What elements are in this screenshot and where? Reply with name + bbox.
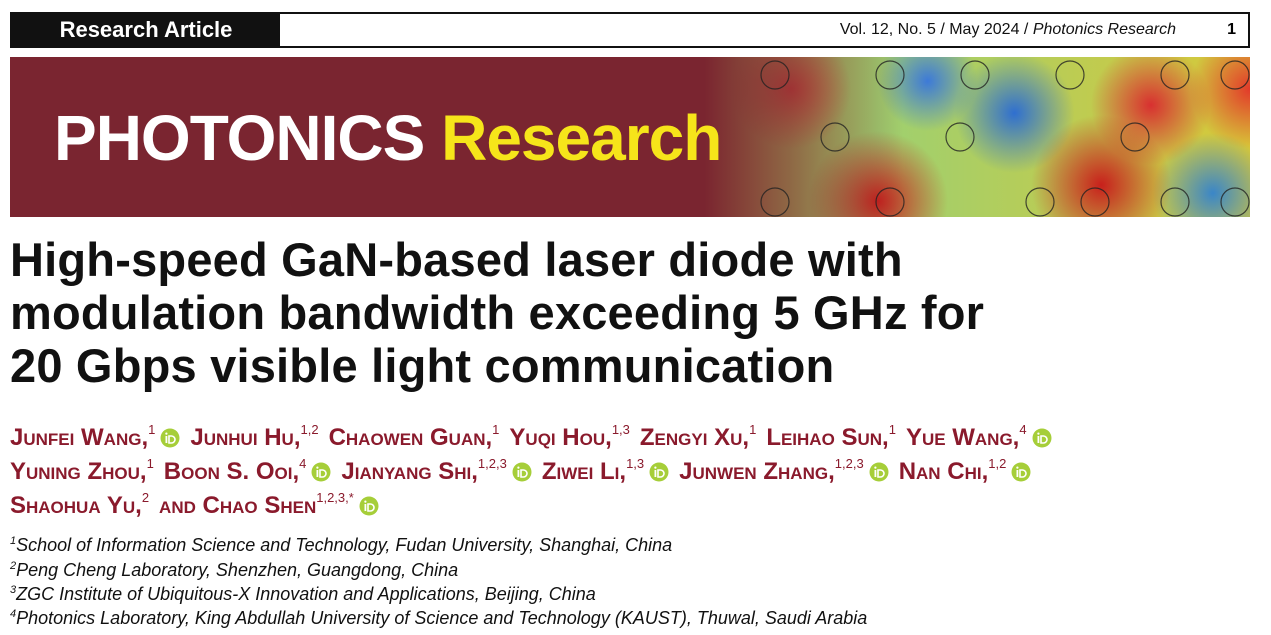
author-line: Yuning Zhou,1 Boon S. Ooi,4 Jianyang Shi,1… — [10, 456, 1041, 486]
author-affiliation: 1 — [148, 422, 156, 437]
orcid-icon — [869, 462, 889, 482]
author-affiliation: 1,3 — [611, 422, 630, 437]
author-affiliation: 1 — [888, 422, 896, 437]
author-affiliation: 1 — [146, 456, 154, 471]
affiliation: 4Photonics Laboratory, King Abdullah Uni… — [10, 608, 867, 629]
orcid-icon — [311, 462, 331, 482]
author: and Chao Shen1,2,3,* — [159, 490, 379, 519]
title-line: 20 Gbps visible light communication — [10, 339, 835, 392]
orcid-icon — [649, 462, 669, 482]
author: Zengyi Xu,1 — [639, 422, 757, 451]
author-name: Nan Chi, — [898, 458, 989, 485]
affiliation-text: Peng Cheng Laboratory, Shenzhen, Guangdo… — [16, 560, 459, 580]
affiliation: 1School of Information Science and Techn… — [10, 535, 672, 556]
author-affiliation: 1,2 — [988, 456, 1007, 471]
author: Junfei Wang,1 — [10, 422, 180, 451]
author: Junhui Hu,1,2 — [190, 422, 319, 451]
author: Boon S. Ooi,4 — [163, 456, 332, 485]
orcid-icon — [160, 428, 180, 448]
author-name: Yue Wang, — [905, 424, 1020, 451]
author: Nan Chi,1,2 — [898, 456, 1032, 485]
author: Yuning Zhou,1 — [10, 456, 154, 485]
author: Junwen Zhang,1,2,3 — [679, 456, 889, 485]
author-affiliation: 4 — [1019, 422, 1027, 437]
affiliation-number: 2 — [10, 560, 17, 572]
author: Ziwei Li,1,3 — [541, 456, 669, 485]
author-name: Junhui Hu, — [190, 424, 301, 451]
author-name: Jianyang Shi, — [341, 458, 478, 485]
author-name: Zengyi Xu, — [639, 424, 750, 451]
affiliation-number: 4 — [10, 608, 17, 620]
banner-pattern — [760, 60, 1250, 217]
issue: Vol. 12, No. 5 / May 2024 / — [839, 21, 1033, 38]
author-name: Ziwei Li, — [541, 458, 627, 485]
banner: PHOTONICS Research — [10, 57, 1250, 217]
author-line: Junfei Wang,1 Junhui Hu,1,2 Chaowen Guan,1… — [10, 422, 1062, 452]
affiliation-text: School of Information Science and Techno… — [16, 535, 673, 555]
author-affiliation: 1,2,3 — [477, 456, 507, 471]
author-affiliation: 1,2,3 — [834, 456, 864, 471]
orcid-icon — [1011, 462, 1031, 482]
author-name: and Chao Shen — [159, 492, 317, 519]
author-affiliation: 1 — [492, 422, 500, 437]
author-line: Shaohua Yu,2 and Chao Shen1,2,3,* — [10, 490, 389, 520]
author-name: Junwen Zhang, — [679, 458, 835, 485]
author: Jianyang Shi,1,2,3 — [341, 456, 532, 485]
orcid-icon — [359, 496, 379, 516]
author: Yue Wang,4 — [905, 422, 1052, 451]
affiliation-text: ZGC Institute of Ubiquitous-X Innovation… — [16, 584, 596, 604]
affiliation-text: Photonics Laboratory, King Abdullah Univ… — [16, 608, 868, 628]
affiliation: 2Peng Cheng Laboratory, Shenzhen, Guangd… — [10, 560, 458, 581]
journal: Photonics Research — [1032, 21, 1176, 38]
author: Chaowen Guan,1 — [328, 422, 500, 451]
author-name: Boon S. Ooi, — [163, 458, 300, 485]
author-affiliation: 4 — [299, 456, 307, 471]
banner-word: Research — [441, 102, 722, 174]
author-affiliation: 2 — [141, 490, 150, 505]
author-affiliation: 1,3 — [626, 456, 645, 471]
affiliation: 3ZGC Institute of Ubiquitous-X Innovatio… — [10, 584, 596, 605]
affiliation-number: 3 — [10, 584, 17, 596]
orcid-icon — [512, 462, 532, 482]
article-type: Research Article — [12, 14, 280, 46]
author-name: Yuning Zhou, — [10, 458, 147, 485]
author-affiliation: 1,2 — [300, 422, 319, 437]
author: Leihao Sun,1 — [766, 422, 896, 451]
author-affiliation: 1 — [749, 422, 757, 437]
title-line: modulation bandwidth exceeding 5 GHz for — [10, 286, 985, 339]
author-name: Junfei Wang, — [10, 424, 149, 451]
header: Research Article Vol. 12, No. 5 / May 20… — [10, 12, 1250, 48]
author-name: Chaowen Guan, — [328, 424, 493, 451]
orcid-icon — [1032, 428, 1052, 448]
banner-word: PHOTONICS — [54, 102, 425, 174]
title-line: High-speed GaN-based laser diode with — [10, 233, 903, 286]
page-number: 1 — [1227, 21, 1236, 38]
affiliation-number: 1 — [10, 535, 17, 547]
author: Shaohua Yu,2 — [10, 490, 150, 519]
banner-title: PHOTONICS Research — [54, 102, 722, 174]
author-name: Yuqi Hou, — [509, 424, 612, 451]
issue-info: Vol. 12, No. 5 / May 2024 / Photonics Re… — [840, 14, 1176, 46]
author: Yuqi Hou,1,3 — [509, 422, 630, 451]
author-name: Shaohua Yu, — [10, 492, 142, 519]
author-name: Leihao Sun, — [766, 424, 889, 451]
author-affiliation: 1,2,3,* — [316, 490, 354, 505]
